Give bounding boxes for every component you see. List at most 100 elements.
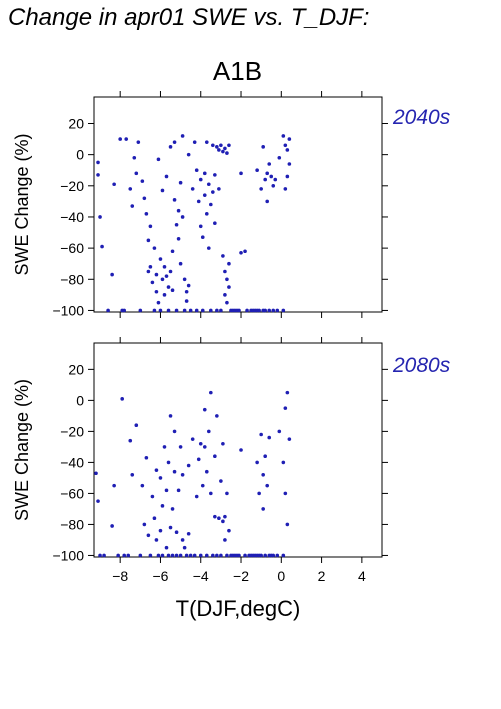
data-point [166, 308, 171, 313]
x-tick-label: −2 [233, 568, 249, 584]
data-point [211, 553, 215, 558]
data-point [221, 149, 225, 154]
data-point [281, 134, 286, 138]
data-point [223, 146, 227, 151]
data-point [209, 202, 213, 207]
x-tick-label: −8 [112, 568, 128, 584]
data-point [283, 491, 288, 496]
data-point [215, 308, 219, 313]
data-point [194, 168, 199, 173]
data-point [176, 488, 181, 493]
data-point [271, 184, 276, 188]
data-point [221, 441, 225, 446]
data-point [283, 406, 288, 410]
data-point [198, 224, 203, 229]
data-point [259, 553, 263, 558]
data-point [209, 491, 213, 496]
data-point [209, 308, 213, 313]
data-point [202, 407, 207, 412]
data-point [154, 538, 159, 542]
data-point [269, 174, 274, 179]
data-point [154, 272, 159, 277]
data-point [213, 514, 217, 519]
data-point [146, 238, 151, 243]
data-point [168, 269, 173, 274]
data-point [265, 483, 270, 488]
data-point [160, 504, 165, 508]
data-point [271, 308, 276, 313]
data-point [148, 553, 153, 558]
data-point [194, 494, 199, 499]
data-point [102, 553, 106, 558]
data-point [178, 445, 183, 449]
data-point [122, 308, 127, 313]
data-point [164, 545, 169, 550]
data-point [172, 469, 177, 474]
data-point [198, 177, 203, 182]
data-point [239, 448, 243, 452]
data-point [184, 289, 189, 294]
data-point [174, 308, 179, 313]
figure-title: Change in apr01 SWE vs. T_DJF: [8, 4, 370, 31]
data-point [182, 545, 187, 550]
data-point [146, 533, 151, 538]
data-point [136, 140, 141, 144]
data-point [281, 308, 286, 313]
data-point [180, 134, 185, 138]
data-point [96, 499, 100, 503]
data-point [160, 277, 165, 282]
data-point [138, 553, 143, 558]
y-tick-label: −20 [60, 178, 84, 194]
data-point [287, 162, 292, 166]
data-point [180, 215, 185, 219]
x-tick-label: 2 [318, 568, 326, 584]
y-tick-label: 20 [68, 115, 84, 131]
data-point [223, 538, 227, 542]
data-point [140, 483, 145, 488]
y-axis-label: SWE Change (%) [12, 133, 32, 275]
data-point [156, 553, 161, 558]
data-point [186, 283, 191, 288]
data-point [110, 524, 114, 528]
data-point [142, 522, 147, 527]
data-point [259, 187, 263, 191]
data-point [206, 182, 211, 187]
data-point [287, 137, 292, 141]
data-point [172, 429, 177, 434]
panel-2040s: 20 0 −20 −40 −60 −80 −100 SWE Change (%) [12, 91, 388, 318]
data-point [130, 473, 135, 477]
data-point [213, 221, 217, 225]
data-point [213, 454, 217, 459]
y-tick-label: −80 [60, 516, 84, 532]
data-point [176, 208, 181, 213]
data-point [182, 277, 187, 282]
data-point [215, 553, 219, 558]
data-point [267, 162, 272, 166]
data-point [200, 235, 205, 240]
data-point [144, 455, 149, 460]
data-point [261, 145, 265, 149]
data-point [227, 528, 231, 533]
data-point [271, 553, 276, 558]
data-point [204, 469, 209, 474]
data-point [100, 244, 104, 249]
data-point [206, 429, 211, 434]
data-point [134, 423, 139, 427]
data-point [146, 269, 151, 274]
data-point [172, 198, 177, 202]
data-point [158, 308, 163, 313]
data-point [225, 491, 229, 496]
y-tick-label: 0 [76, 147, 84, 163]
data-point [160, 553, 165, 558]
data-point [94, 471, 98, 476]
data-point [188, 553, 193, 558]
data-point [277, 429, 282, 434]
data-point [150, 494, 155, 499]
data-point [259, 432, 263, 437]
data-point [243, 249, 247, 254]
data-point [132, 155, 137, 160]
data-point [156, 300, 161, 305]
data-point [227, 261, 231, 266]
data-point [255, 168, 259, 173]
